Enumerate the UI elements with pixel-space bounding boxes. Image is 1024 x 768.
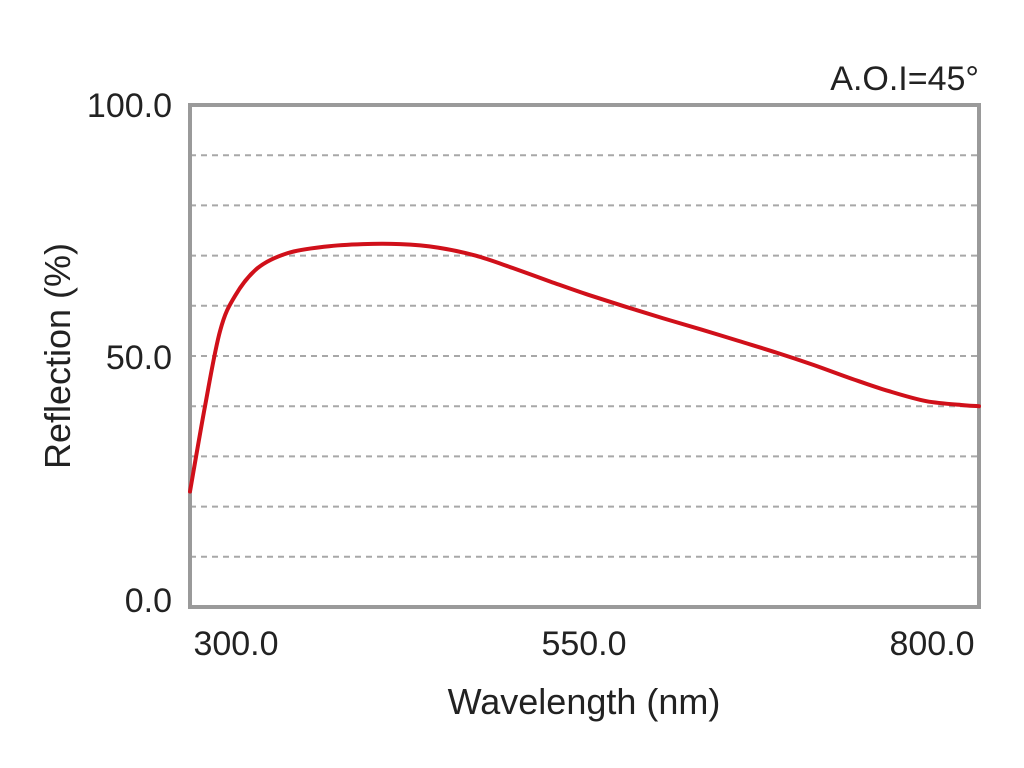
y-axis-label: Reflection (%) bbox=[37, 243, 78, 469]
plot-frame bbox=[188, 103, 981, 609]
grid-lines bbox=[190, 154, 979, 558]
angle-of-incidence-annotation: A.O.I=45° bbox=[830, 60, 979, 98]
x-axis-label: Wavelength (nm) bbox=[448, 681, 721, 722]
x-tick-label-800: 800.0 bbox=[889, 625, 974, 663]
x-tick-label-300: 300.0 bbox=[193, 625, 278, 663]
y-tick-label-0: 0.0 bbox=[125, 582, 172, 620]
y-tick-label-100: 100.0 bbox=[87, 87, 172, 125]
y-tick-label-50: 50.0 bbox=[106, 339, 172, 377]
reflection-curve bbox=[188, 241, 981, 494]
x-tick-label-550: 550.0 bbox=[541, 625, 626, 663]
